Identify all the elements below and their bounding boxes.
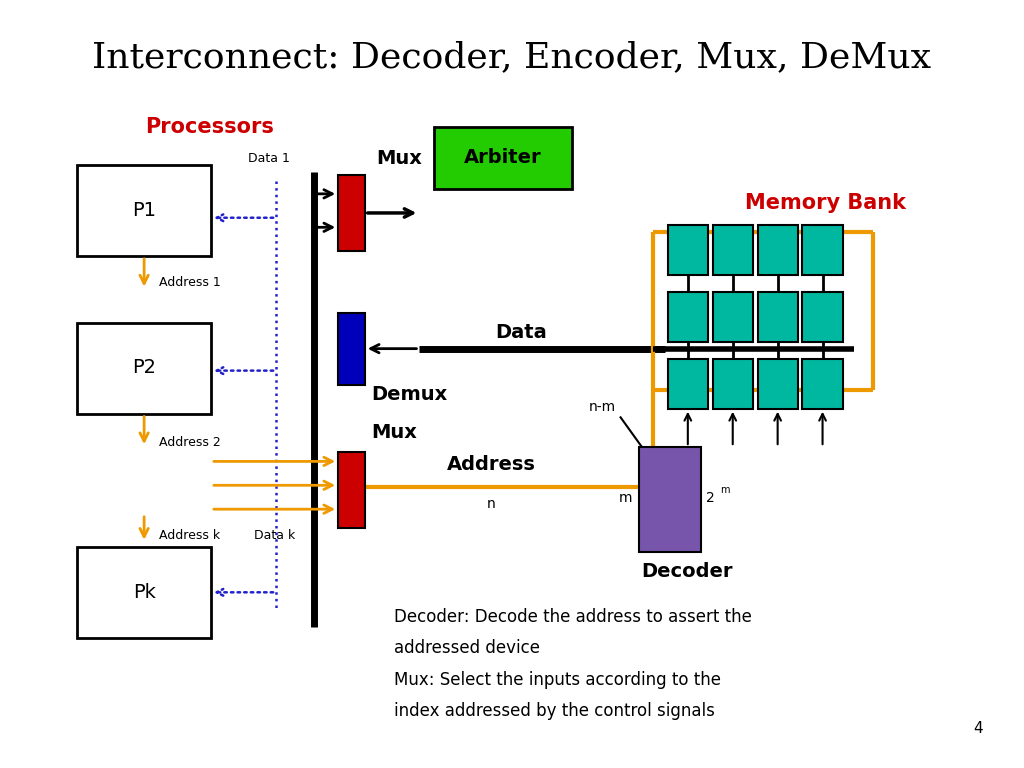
- Text: Decoder: Decode the address to assert the: Decoder: Decode the address to assert th…: [393, 607, 752, 626]
- Text: Mux: Select the inputs according to the: Mux: Select the inputs according to the: [393, 670, 721, 689]
- Text: 2: 2: [706, 491, 715, 505]
- Bar: [803, 293, 843, 342]
- Bar: [758, 225, 798, 275]
- Bar: [639, 447, 701, 552]
- Bar: [758, 293, 798, 342]
- Text: Address 1: Address 1: [159, 276, 221, 290]
- Text: Interconnect: Decoder, Encoder, Mux, DeMux: Interconnect: Decoder, Encoder, Mux, DeM…: [92, 40, 932, 74]
- Text: Address: Address: [446, 455, 536, 474]
- Text: m: m: [720, 485, 730, 495]
- Text: Address 2: Address 2: [159, 435, 221, 449]
- Bar: [668, 293, 708, 342]
- Bar: [803, 225, 843, 275]
- Bar: [758, 359, 798, 409]
- Bar: [713, 293, 753, 342]
- Text: n-m: n-m: [589, 400, 616, 414]
- Text: Mux: Mux: [372, 423, 418, 442]
- Bar: [713, 225, 753, 275]
- Bar: [803, 359, 843, 409]
- Bar: [338, 452, 365, 528]
- Text: index addressed by the control signals: index addressed by the control signals: [393, 702, 715, 720]
- Text: Arbiter: Arbiter: [464, 148, 542, 167]
- Bar: [433, 127, 572, 189]
- Text: Demux: Demux: [372, 385, 447, 404]
- Bar: [77, 548, 211, 638]
- Bar: [713, 359, 753, 409]
- Text: n: n: [486, 498, 496, 511]
- Text: m: m: [618, 491, 633, 505]
- Text: 4: 4: [974, 720, 983, 736]
- Bar: [668, 225, 708, 275]
- Text: Data k: Data k: [254, 529, 296, 542]
- Text: P2: P2: [132, 358, 156, 377]
- Text: Data 1: Data 1: [249, 152, 290, 165]
- Text: Pk: Pk: [133, 583, 156, 602]
- Bar: [77, 323, 211, 414]
- Text: Data: Data: [496, 323, 548, 342]
- Text: P1: P1: [132, 200, 156, 220]
- Text: Mux: Mux: [376, 149, 422, 168]
- Bar: [338, 175, 365, 251]
- Bar: [77, 165, 211, 256]
- Bar: [668, 359, 708, 409]
- Text: Memory Bank: Memory Bank: [744, 194, 906, 214]
- Text: addressed device: addressed device: [393, 639, 540, 657]
- Bar: [338, 313, 365, 385]
- Text: Processors: Processors: [144, 117, 273, 137]
- Text: Decoder: Decoder: [641, 561, 732, 581]
- Text: Address k: Address k: [160, 529, 220, 542]
